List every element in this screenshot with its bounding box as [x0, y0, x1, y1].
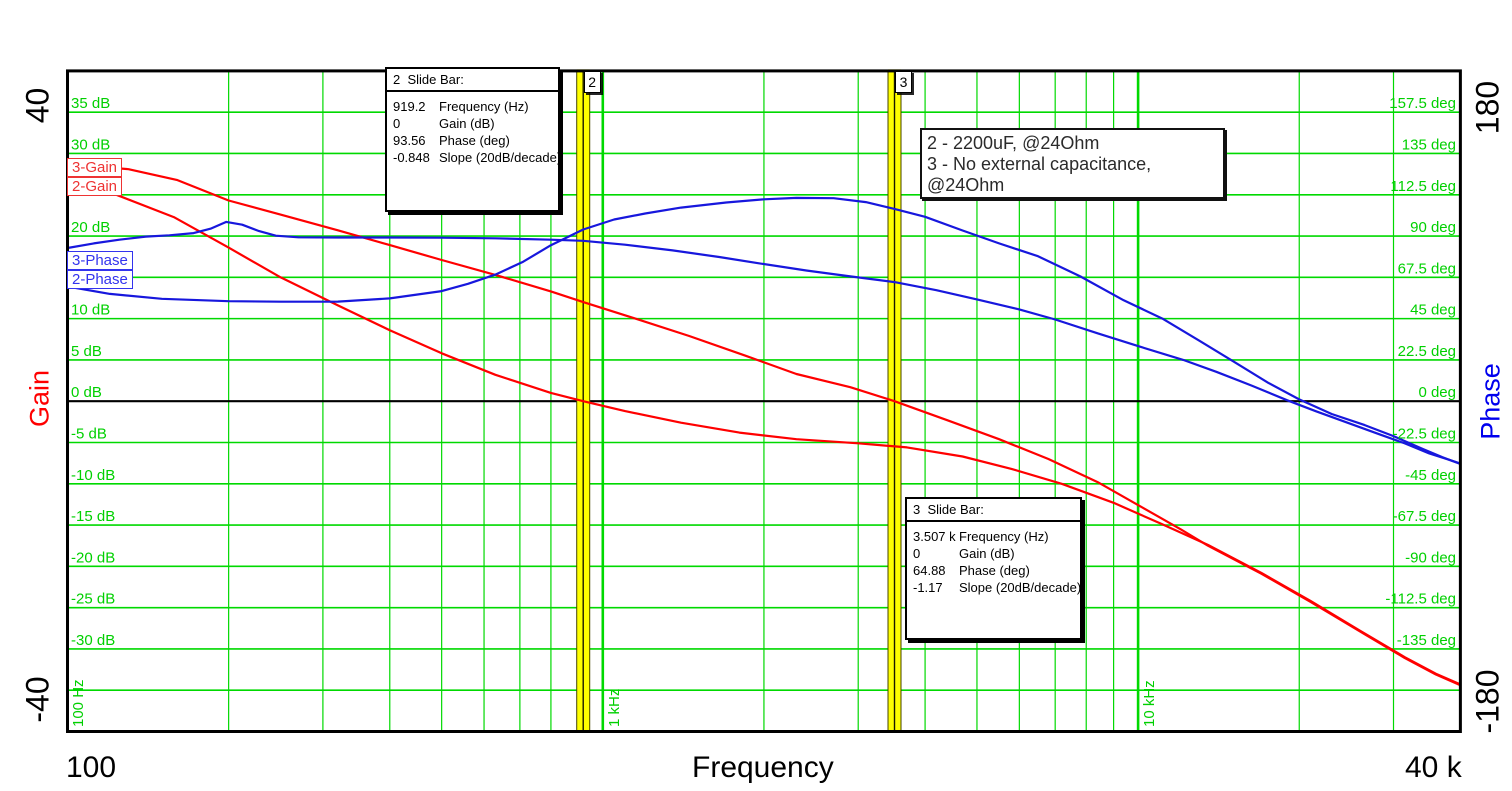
phase-tick-label: -67.5 deg [1393, 508, 1456, 525]
readout-label: Slope (20dB/decade) [439, 150, 562, 165]
gain-axis-title: Gain [24, 369, 55, 428]
slide-bar-3-readouts: 3.507 k Frequency (Hz) 0 Gain (dB) 64.88 Ph… [907, 522, 1082, 600]
phase-tick-label: 0 deg [1418, 384, 1456, 401]
gain-tick-label: 0 dB [71, 384, 102, 401]
readout-value: 64.88 [913, 563, 946, 578]
freq-axis-title: Frequency [692, 751, 834, 784]
curve-2-gain [66, 182, 1462, 686]
slide-bar-2-readouts: 919.2 Frequency (Hz) 0 Gain (dB) 93.56 Phas… [387, 92, 562, 170]
phase-tick-label: 90 deg [1410, 219, 1456, 236]
legend-entry-2: 2 - 2200uF, @24Ohm [927, 133, 1100, 153]
phase-tick-label: 112.5 deg [1390, 178, 1456, 195]
phase-axis-max-label: 180 [1469, 80, 1506, 135]
slide-bar-2-window-title: 2 Slide Bar: [387, 69, 558, 92]
slide-bar-3-window-title: 3 Slide Bar: [907, 499, 1080, 522]
curve-tag-2-gain: 2-Gain [67, 177, 123, 196]
phase-tick-label: 135 deg [1402, 136, 1456, 153]
gain-axis-min-label: -40 [19, 676, 56, 723]
gain-tick-label: -10 dB [71, 467, 115, 484]
slide-bar-2-handle[interactable]: 2 [583, 71, 601, 93]
gain-tick-label: 20 dB [71, 219, 110, 236]
gain-tick-label: -5 dB [71, 425, 107, 442]
freq-min-label: 100 [66, 751, 117, 784]
phase-tick-label: -90 deg [1405, 549, 1456, 566]
freq-max-label: 40 k [1405, 751, 1462, 784]
phase-tick-label: -22.5 deg [1393, 425, 1456, 442]
gain-tick-label: 5 dB [71, 343, 102, 360]
curve-tag-3-gain: 3-Gain [67, 158, 123, 177]
curve-tag-3-phase: 3-Phase [67, 251, 133, 270]
plot-border [66, 69, 1462, 733]
curve-tag-2-phase: 2-Phase [67, 270, 133, 289]
readout-label: Slope (20dB/decade) [959, 580, 1082, 595]
readout-value: 0 [393, 116, 401, 131]
freq-line-label: 1 kHz [606, 689, 623, 727]
readout-label: Phase (deg) [959, 563, 1030, 578]
slide-bar-3-window[interactable]: 3 Slide Bar: 3.507 k Frequency (Hz) 0 Gain… [905, 497, 1082, 640]
phase-tick-label: -45 deg [1405, 467, 1456, 484]
freq-line-label: 10 kHz [1141, 680, 1158, 727]
freq-line-label: 100 Hz [70, 679, 87, 727]
readout-value: 0 [913, 546, 921, 561]
curve-2-phase [66, 196, 1462, 466]
readout-value: -0.848 [393, 150, 430, 165]
gain-tick-label: -30 dB [71, 632, 115, 649]
phase-tick-label: 45 deg [1410, 302, 1456, 319]
gain-tick-label: -25 dB [71, 591, 115, 608]
phase-axis-min-label: -180 [1469, 669, 1506, 734]
phase-tick-label: 22.5 deg [1398, 343, 1456, 360]
gain-axis-max-label: 40 [19, 87, 56, 124]
readout-label: Gain (dB) [959, 546, 1015, 561]
gain-tick-label: -20 dB [71, 549, 115, 566]
gain-tick-label: 35 dB [71, 95, 110, 112]
readout-value: -1.17 [913, 580, 943, 595]
curve-3-phase [66, 220, 1462, 465]
readout-label: Frequency (Hz) [439, 99, 529, 114]
legend-entry-3: 3 - No external capacitance, @24Ohm [927, 154, 1152, 195]
readout-value: 919.2 [393, 99, 426, 114]
readout-value: 93.56 [393, 133, 426, 148]
gain-tick-label: -15 dB [71, 508, 115, 525]
legend: 2 - 2200uF, @24Ohm 3 - No external capac… [920, 128, 1225, 199]
readout-label: Phase (deg) [439, 133, 510, 148]
phase-axis-title: Phase [1475, 363, 1506, 440]
readout-label: Frequency (Hz) [959, 529, 1049, 544]
gain-tick-label: 30 dB [71, 136, 110, 153]
phase-tick-label: -112.5 deg [1385, 591, 1456, 608]
phase-tick-label: 67.5 deg [1398, 260, 1456, 277]
slide-bar-3-handle[interactable]: 3 [895, 71, 912, 93]
phase-tick-label: 157.5 deg [1389, 95, 1456, 112]
slide-bar-2-window[interactable]: 2 Slide Bar: 919.2 Frequency (Hz) 0 Gain (… [385, 67, 562, 212]
gain-tick-label: 10 dB [71, 302, 110, 319]
readout-label: Gain (dB) [439, 116, 495, 131]
readout-value: 3.507 k [913, 529, 956, 544]
phase-tick-label: -135 deg [1397, 632, 1456, 649]
